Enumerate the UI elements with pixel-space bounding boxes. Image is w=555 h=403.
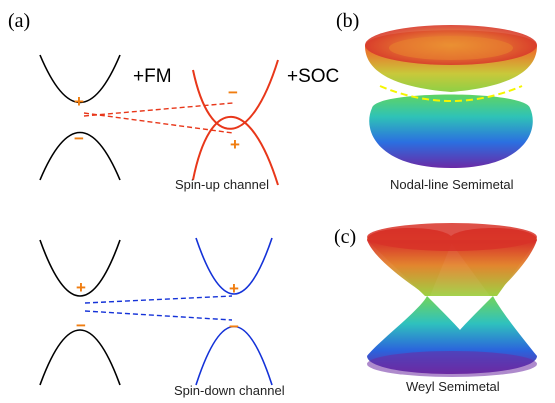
- nodal-line-band-surface: [365, 25, 537, 168]
- spin-up-channel-label: Spin-up channel: [175, 177, 269, 192]
- dashed-connector-down-1: [84, 295, 233, 304]
- dashed-connector-up-1: [83, 112, 234, 134]
- band-spin-down-conduction: [195, 237, 273, 295]
- sign-plus-spin-down: +: [229, 279, 239, 298]
- weyl-lower-rim: [367, 351, 537, 377]
- sign-minus-bottom-left: −: [76, 316, 86, 335]
- nodal-upper-inner: [389, 36, 513, 60]
- panel-label-c: (c): [334, 226, 356, 248]
- nodal-line-curve: [379, 85, 523, 102]
- sign-plus-top-left: +: [74, 92, 84, 111]
- band-spin-down-valence: [195, 325, 273, 386]
- sign-minus-spin-down: −: [229, 317, 239, 336]
- dashed-connector-down-2: [84, 310, 233, 321]
- band-valence-up-left: [39, 131, 121, 181]
- sign-minus-spin-up: −: [228, 83, 238, 102]
- band-valence-down-left: [39, 329, 121, 386]
- nodal-lower-band: [369, 94, 533, 168]
- panel-label-b: (b): [336, 10, 359, 32]
- band-conduction-up-left: [39, 54, 121, 104]
- soc-label: +SOC: [287, 66, 339, 87]
- panel-label-a: (a): [8, 10, 30, 32]
- weyl-band-surface: [367, 223, 537, 377]
- sign-minus-top-left: −: [74, 129, 84, 148]
- sign-plus-spin-up: +: [230, 135, 240, 154]
- dashed-connector-up-2: [83, 102, 234, 117]
- band-spin-up-2: [192, 116, 279, 186]
- band-conduction-down-left: [39, 239, 121, 297]
- weyl-semimetal-label: Weyl Semimetal: [406, 379, 500, 394]
- fm-label: +FM: [133, 66, 172, 87]
- sign-plus-bottom-left: +: [76, 278, 86, 297]
- weyl-upper-joint: [367, 240, 537, 296]
- weyl-upper-rim: [367, 223, 537, 251]
- band-spin-up-1: [192, 59, 279, 130]
- spin-down-channel-label: Spin-down channel: [174, 383, 285, 398]
- nodal-line-semimetal-label: Nodal-line Semimetal: [390, 177, 514, 192]
